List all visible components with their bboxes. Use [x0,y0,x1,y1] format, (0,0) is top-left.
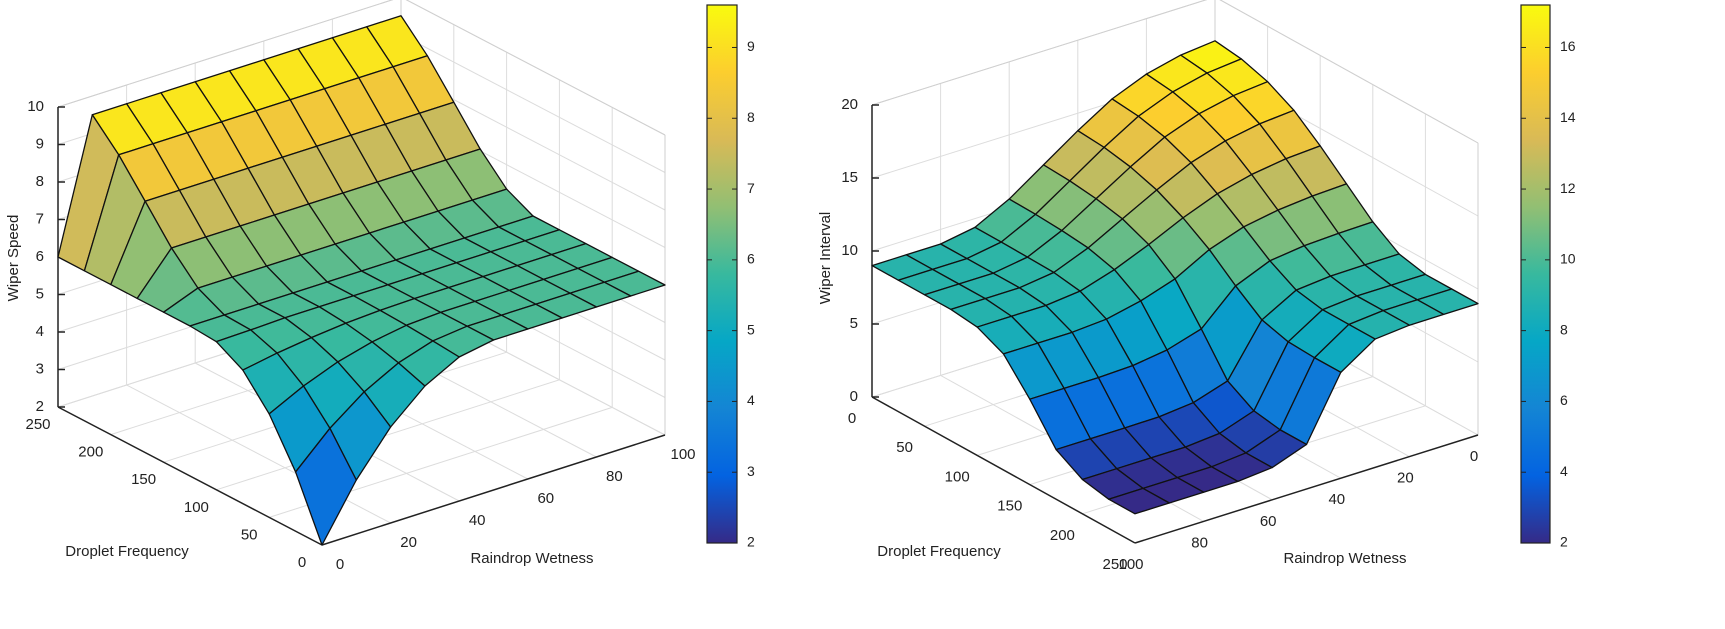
colorbar-tick-label: 6 [1560,392,1568,408]
y-tick-label: 200 [1050,527,1075,544]
z-tick-label: 6 [36,248,44,265]
x-axis-label: Raindrop Wetness [470,550,593,567]
y-axis-label: Droplet Frequency [877,543,1001,560]
y-tick-label: 200 [78,444,103,461]
y-tick-label: 50 [896,439,913,456]
colorbar-tick-label: 10 [1560,251,1576,267]
y-tick-label: 250 [1102,556,1127,573]
colorbar-tick-label: 14 [1560,109,1576,125]
box-edge [871,0,1208,106]
x-tick-label: 20 [1397,470,1414,487]
x-tick-label: 0 [336,556,344,573]
z-tick-label: 9 [36,135,44,152]
y-tick-label: 150 [997,498,1022,515]
surface-patch [294,427,357,546]
colorbar-tick-label: 8 [747,109,755,125]
x-axis-label: Raindrop Wetness [1283,550,1406,567]
box-edge [405,0,666,136]
colorbar [1520,4,1551,544]
y-tick-label: 150 [131,471,156,488]
z-tick-label: 3 [36,360,44,377]
x-tick-label: 80 [1191,534,1208,551]
x-axis [1134,434,1479,544]
surface-panel: 2345678910050100150200250020406080100Wip… [5,0,755,573]
y-tick-label: 0 [848,410,856,427]
colorbar [706,4,738,544]
y-tick-label: 100 [945,468,970,485]
z-axis-label: Wiper Speed [5,215,22,302]
surface-panel: 05101520050100150200250020406080100Wiper… [817,0,1576,573]
x-tick-label: 40 [1328,491,1345,508]
y-tick-label: 100 [184,499,209,516]
z-axis-label: Wiper Interval [817,212,834,305]
colorbar-tick-label: 9 [747,38,755,54]
z-tick-label: 0 [850,388,858,405]
box-edge [57,0,394,108]
x-tick-label: 60 [537,490,554,507]
x-axis [321,434,666,546]
box-edge [1219,0,1479,144]
z-tick-label: 4 [36,323,44,340]
y-tick-label: 0 [298,554,306,571]
colorbar-tick-label: 3 [747,463,755,479]
x-tick-label: 40 [469,512,486,529]
y-axis-label: Droplet Frequency [65,543,189,560]
grid-line [216,379,560,491]
y-tick-label: 250 [25,416,50,433]
z-tick-label: 5 [850,315,858,332]
z-tick-label: 10 [841,242,858,259]
x-tick-label: 100 [670,446,695,463]
y-axis [57,406,323,546]
colorbar-tick-label: 4 [747,392,755,408]
colorbar-tick-label: 12 [1560,180,1576,196]
colorbar-tick-label: 16 [1560,38,1576,54]
colorbar-tick-label: 5 [747,321,755,337]
y-tick-label: 50 [241,526,258,543]
y-axis [871,396,1136,544]
colorbar-tick-label: 2 [1560,534,1568,550]
grid-line [400,34,666,173]
colorbar-tick-label: 4 [1560,463,1568,479]
x-tick-label: 20 [400,534,417,551]
surface-patch [1108,487,1170,515]
z-tick-label: 7 [36,210,44,227]
colorbar-tick-label: 8 [1560,321,1568,337]
z-tick-label: 15 [841,169,858,186]
x-tick-label: 60 [1260,513,1277,530]
x-tick-label: 100 [1118,556,1143,573]
x-tick-label: 80 [606,468,623,485]
grid-line [126,384,391,524]
z-tick-label: 8 [36,173,44,190]
colorbar-tick-label: 7 [747,180,755,196]
colorbar-tick-label: 6 [747,251,755,267]
colorbar-tick-label: 2 [747,534,755,550]
z-tick-label: 5 [36,285,44,302]
z-tick-label: 20 [841,96,858,113]
z-tick-label: 10 [27,98,44,115]
z-tick-label: 2 [36,398,44,415]
x-tick-label: 0 [1470,448,1478,465]
